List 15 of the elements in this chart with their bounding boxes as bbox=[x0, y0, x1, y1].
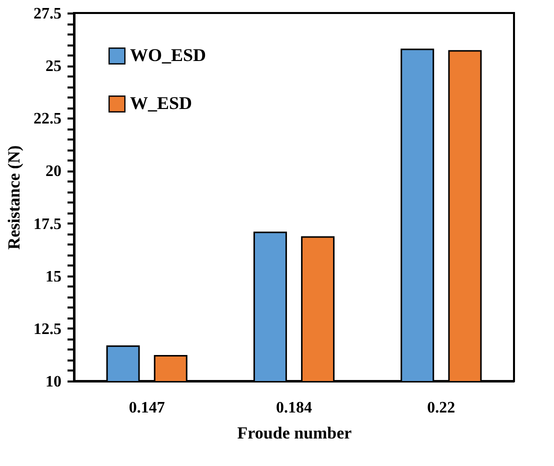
y-tick-label: 20 bbox=[46, 163, 62, 180]
y-tick-label: 12.5 bbox=[34, 320, 62, 338]
y-tick-label: 25 bbox=[46, 58, 62, 76]
y-tick-label: 10 bbox=[46, 374, 62, 390]
x-tick-label: 0.22 bbox=[427, 400, 456, 416]
y-tick-label: 22.5 bbox=[34, 110, 62, 128]
y-tick-label: 15 bbox=[46, 268, 62, 286]
y-tick-label: 27.5 bbox=[34, 6, 62, 22]
legend-label: W_ESD bbox=[130, 93, 192, 113]
y-tick-label: 17.5 bbox=[34, 216, 62, 233]
x-tick-label: 0.147 bbox=[128, 400, 165, 416]
y-axis-title: Resistance (N) bbox=[4, 145, 24, 250]
x-tick-label: 0.184 bbox=[276, 400, 312, 416]
x-axis-title: Froude number bbox=[237, 424, 352, 442]
legend-label: WO_ESD bbox=[130, 45, 206, 65]
